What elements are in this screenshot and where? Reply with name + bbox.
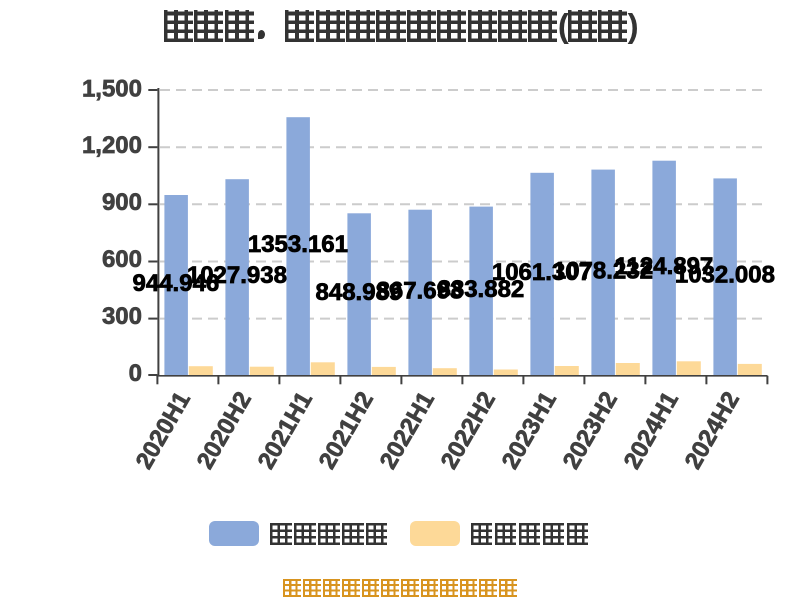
svg-text:2021H2: 2021H2 bbox=[314, 387, 379, 473]
svg-text:0: 0 bbox=[129, 360, 142, 387]
svg-text:883.882: 883.882 bbox=[438, 276, 525, 303]
svg-text:2024H2: 2024H2 bbox=[680, 387, 745, 473]
svg-text:2020H2: 2020H2 bbox=[192, 387, 257, 473]
svg-text:867.693: 867.693 bbox=[377, 277, 464, 304]
svg-text:2023H1: 2023H1 bbox=[497, 387, 562, 473]
svg-text:1078.232: 1078.232 bbox=[553, 257, 653, 284]
svg-text:1,200: 1,200 bbox=[82, 132, 142, 159]
svg-text:1353.161: 1353.161 bbox=[248, 231, 348, 258]
svg-text:300: 300 bbox=[102, 303, 142, 330]
svg-text:1124.897: 1124.897 bbox=[615, 253, 714, 280]
svg-text:1032.008: 1032.008 bbox=[675, 262, 775, 289]
svg-text:1,500: 1,500 bbox=[82, 75, 142, 102]
svg-text:944.946: 944.946 bbox=[133, 270, 220, 297]
svg-text:1061.307: 1061.307 bbox=[492, 259, 592, 286]
svg-text:900: 900 bbox=[102, 189, 142, 216]
svg-text:2022H2: 2022H2 bbox=[436, 387, 501, 473]
svg-text:600: 600 bbox=[102, 246, 142, 273]
svg-text:2021H1: 2021H1 bbox=[253, 387, 318, 473]
svg-text:2023H2: 2023H2 bbox=[558, 387, 623, 473]
svg-text:2022H1: 2022H1 bbox=[375, 387, 440, 473]
svg-text:1027.938: 1027.938 bbox=[187, 262, 287, 289]
svg-text:848.989: 848.989 bbox=[316, 279, 403, 306]
svg-text:2020H1: 2020H1 bbox=[131, 387, 196, 473]
svg-text:2024H1: 2024H1 bbox=[619, 387, 684, 473]
